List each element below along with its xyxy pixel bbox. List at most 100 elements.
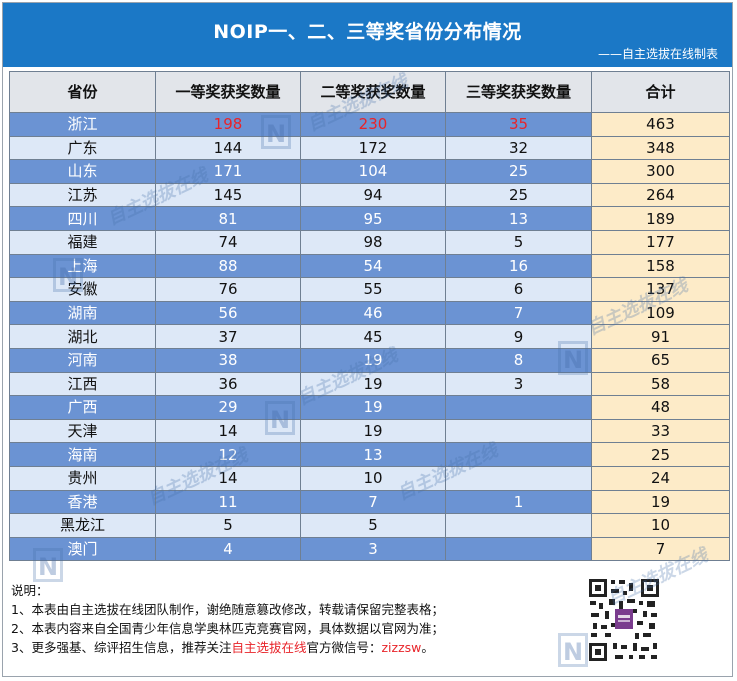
brand-highlight: 自主选拔在线 xyxy=(231,640,307,655)
cell-third xyxy=(445,536,592,562)
notes-line-3: 3、更多强基、综评招生信息，推荐关注自主选拔在线官方微信号：zizzsw。 xyxy=(11,638,444,657)
cell-province: 江苏 xyxy=(9,182,156,208)
cell-second: 19 xyxy=(300,418,446,444)
wechat-id: zizzsw xyxy=(381,640,422,655)
cell-second: 13 xyxy=(300,442,446,467)
table-row: 浙江 198 230 35 463 xyxy=(9,112,730,137)
cell-province: 贵州 xyxy=(9,465,156,491)
cell-first: 198 xyxy=(155,112,301,137)
cell-total: 463 xyxy=(591,112,730,137)
cell-province: 江西 xyxy=(9,371,156,397)
cell-first: 145 xyxy=(155,182,301,208)
table-row: 江西 36 19 3 58 xyxy=(9,371,730,397)
cell-first: 76 xyxy=(155,277,301,302)
cell-first: 56 xyxy=(155,300,301,326)
cell-third xyxy=(445,442,592,467)
cell-third: 25 xyxy=(445,182,592,208)
col-header-province: 省份 xyxy=(9,71,156,113)
cell-province: 天津 xyxy=(9,418,156,444)
table-row: 河南 38 19 8 65 xyxy=(9,347,730,373)
cell-third: 9 xyxy=(445,324,592,349)
award-table: 省份 一等奖获奖数量 二等奖获奖数量 三等奖获奖数量 合计 浙江 198 230 35… xyxy=(9,71,730,562)
cell-second: 230 xyxy=(300,112,446,137)
cell-province: 海南 xyxy=(9,442,156,467)
table-row: 黑龙江 5 5 10 xyxy=(9,513,730,538)
cell-second: 45 xyxy=(300,324,446,349)
qr-code-image xyxy=(587,577,661,663)
cell-province: 广西 xyxy=(9,395,156,420)
notes-line-3-text: 3、更多强基、综评招生信息，推荐关注 xyxy=(11,640,232,655)
cell-total: 58 xyxy=(591,371,730,397)
table-row: 广西 29 19 48 xyxy=(9,395,730,420)
cell-total: 177 xyxy=(591,229,730,255)
cell-first: 144 xyxy=(155,135,301,161)
title-bar: NOIP一、二、三等奖省份分布情况 ——自主选拔在线制表 xyxy=(3,3,732,67)
table-row: 海南 12 13 25 xyxy=(9,442,730,467)
cell-first: 171 xyxy=(155,159,301,184)
cell-third: 3 xyxy=(445,371,592,397)
cell-total: 158 xyxy=(591,253,730,279)
cell-first: 12 xyxy=(155,442,301,467)
cell-second: 19 xyxy=(300,395,446,420)
cell-province: 湖北 xyxy=(9,324,156,349)
cell-province: 山东 xyxy=(9,159,156,184)
watermark-logo: N xyxy=(558,633,588,667)
cell-province: 福建 xyxy=(9,229,156,255)
cell-second: 5 xyxy=(300,513,446,538)
cell-third xyxy=(445,513,592,538)
cell-second: 3 xyxy=(300,536,446,562)
notes-line-2: 2、本表内容来自全国青少年信息学奥林匹克竞赛官网，具体数据以官网为准； xyxy=(11,621,444,636)
cell-province: 湖南 xyxy=(9,300,156,326)
cell-second: 54 xyxy=(300,253,446,279)
cell-total: 300 xyxy=(591,159,730,184)
cell-total: 91 xyxy=(591,324,730,349)
cell-first: 14 xyxy=(155,418,301,444)
cell-first: 81 xyxy=(155,206,301,231)
page-title: NOIP一、二、三等奖省份分布情况 xyxy=(213,21,522,43)
table-row: 上海 88 54 16 158 xyxy=(9,253,730,279)
cell-first: 88 xyxy=(155,253,301,279)
cell-total: 109 xyxy=(591,300,730,326)
cell-province: 浙江 xyxy=(9,112,156,137)
notes-line-3-end: 。 xyxy=(421,640,434,655)
table-row: 湖北 37 45 9 91 xyxy=(9,324,730,349)
cell-third xyxy=(445,465,592,491)
cell-total: 24 xyxy=(591,465,730,491)
cell-third: 6 xyxy=(445,277,592,302)
cell-total: 264 xyxy=(591,182,730,208)
cell-first: 14 xyxy=(155,465,301,491)
cell-third: 35 xyxy=(445,112,592,137)
cell-third: 25 xyxy=(445,159,592,184)
cell-total: 7 xyxy=(591,536,730,562)
cell-total: 19 xyxy=(591,489,730,515)
table-row: 广东 144 172 32 348 xyxy=(9,135,730,161)
table-row: 澳门 4 3 7 xyxy=(9,536,730,562)
table-row: 贵州 14 10 24 xyxy=(9,465,730,491)
cell-second: 172 xyxy=(300,135,446,161)
table-row: 四川 81 95 13 189 xyxy=(9,206,730,231)
notes-heading: 说明： xyxy=(11,583,49,598)
cell-province: 香港 xyxy=(9,489,156,515)
table-row: 湖南 56 46 7 109 xyxy=(9,300,730,326)
table-row: 香港 11 7 1 19 xyxy=(9,489,730,515)
cell-second: 10 xyxy=(300,465,446,491)
cell-third: 16 xyxy=(445,253,592,279)
cell-province: 上海 xyxy=(9,253,156,279)
table-row: 江苏 145 94 25 264 xyxy=(9,182,730,208)
cell-third: 8 xyxy=(445,347,592,373)
cell-second: 19 xyxy=(300,371,446,397)
cell-third: 7 xyxy=(445,300,592,326)
cell-second: 98 xyxy=(300,229,446,255)
cell-total: 10 xyxy=(591,513,730,538)
cell-total: 48 xyxy=(591,395,730,420)
cell-province: 安徽 xyxy=(9,277,156,302)
cell-total: 65 xyxy=(591,347,730,373)
cell-first: 38 xyxy=(155,347,301,373)
cell-second: 104 xyxy=(300,159,446,184)
col-header-total: 合计 xyxy=(591,71,730,113)
cell-third: 32 xyxy=(445,135,592,161)
cell-province: 黑龙江 xyxy=(9,513,156,538)
cell-second: 7 xyxy=(300,489,446,515)
cell-first: 4 xyxy=(155,536,301,562)
